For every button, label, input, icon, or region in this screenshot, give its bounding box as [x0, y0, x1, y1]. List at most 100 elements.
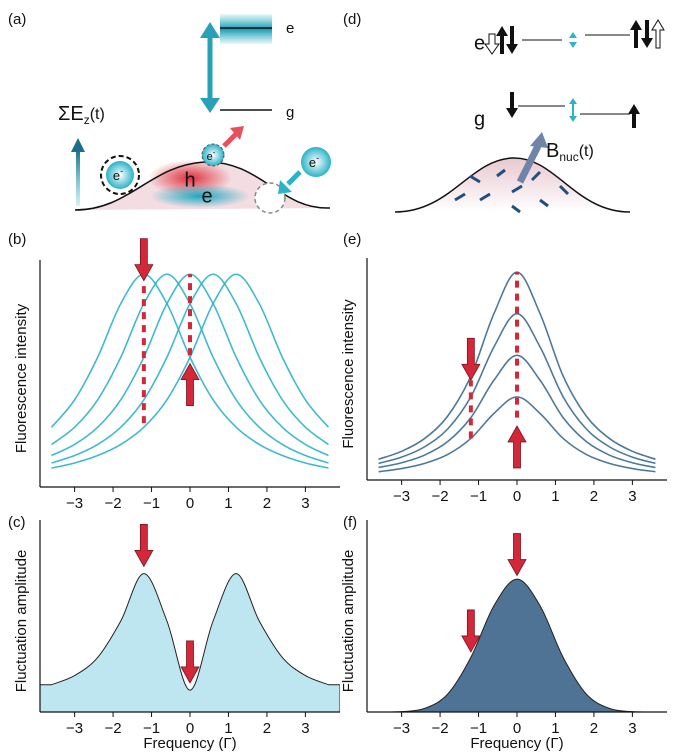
arrow-head [200, 22, 220, 38]
arrow-head [200, 98, 220, 113]
hole-label: h [184, 169, 195, 191]
spin [496, 168, 506, 178]
chart: −3 −2 −1 0 1 2 3 Fluctuation amplitude Frequency… [340, 520, 667, 752]
x-tick-label: −2 [105, 720, 122, 737]
plot-area [378, 271, 656, 473]
x-tick-label: 0 [186, 720, 194, 737]
charge-symbol: e [113, 168, 120, 183]
x-tick-label: −2 [432, 720, 449, 737]
charge-label: e- [207, 148, 216, 163]
field-label: ΣEz(t) [58, 103, 105, 127]
dot-profile [394, 157, 631, 213]
panel-label: (d) [343, 11, 361, 28]
arrow-head [71, 138, 85, 152]
x-tick-label: 1 [551, 720, 559, 737]
area [367, 578, 667, 712]
plot-area [367, 578, 667, 712]
x-tick-label: −1 [143, 495, 160, 512]
x-tick-label: 0 [513, 488, 521, 505]
electron-label: e [201, 185, 212, 207]
spin-arrow [506, 92, 518, 118]
splitting-arrow [569, 32, 577, 38]
trap-empty [100, 155, 140, 195]
arrow-head [278, 180, 292, 194]
curve [378, 396, 656, 473]
arrow-head [230, 126, 244, 140]
field-arrow [516, 144, 542, 184]
spin [539, 198, 549, 208]
upper-level-band [220, 14, 272, 44]
charge [201, 143, 225, 167]
arrow [134, 524, 154, 568]
area [40, 573, 340, 712]
spin [469, 174, 481, 184]
arrow [180, 640, 200, 684]
charge [106, 161, 134, 189]
curve [378, 312, 656, 465]
arrow [461, 609, 481, 653]
charge-superscript: - [316, 153, 319, 163]
field-arrow [76, 150, 80, 206]
x-tick-label: 3 [301, 720, 309, 737]
spin-arrow [496, 26, 508, 54]
y-axis-label: Fluorescence intensity [13, 303, 30, 453]
field-symbol: ΣE [58, 103, 84, 125]
chart: −3 −2 −1 0 1 2 3 Fluctuation amplitude Frequency… [13, 520, 340, 752]
x-tick-label: −3 [393, 488, 410, 505]
panel-label: (f) [343, 514, 357, 531]
field-subscript: z [84, 113, 90, 127]
x-tick-label: 2 [263, 720, 271, 737]
x-tick-label: −2 [105, 495, 122, 512]
charge-superscript: - [120, 166, 123, 176]
x-tick-label: 3 [628, 488, 636, 505]
spin [511, 184, 523, 194]
x-tick-label: 2 [590, 488, 598, 505]
charge-symbol: e [207, 151, 213, 163]
x-tick-label: −3 [66, 495, 83, 512]
x-tick-label: 2 [590, 720, 598, 737]
electron-cloud [150, 184, 250, 208]
panel-label: (e) [343, 231, 361, 248]
charge [301, 147, 331, 177]
spin-arrow [641, 20, 653, 48]
y-axis-label: Fluctuation amplitude [13, 550, 30, 693]
x-tick-label: −3 [393, 720, 410, 737]
dot-fill [395, 157, 630, 212]
plot-area [40, 573, 340, 712]
spin [479, 192, 491, 202]
x-tick-label: −1 [470, 720, 487, 737]
arrow-head [569, 98, 577, 104]
escape-arrow [222, 132, 238, 148]
x-tick-label: 0 [186, 495, 194, 512]
spin [558, 184, 570, 196]
arrow [507, 533, 527, 577]
charge-superscript: - [213, 148, 216, 157]
x-tick-label: −1 [143, 720, 160, 737]
spin-arrow [651, 19, 665, 49]
arrow-head [569, 116, 577, 122]
charge-label: e- [309, 153, 319, 170]
nuclear-spins [454, 168, 570, 214]
charge-symbol: e [309, 155, 316, 170]
spin-arrow [630, 20, 642, 48]
x-tick-label: 3 [628, 720, 636, 737]
x-tick-label: 0 [513, 720, 521, 737]
diagram-d: e g Bnuc(t) [394, 19, 665, 214]
x-tick-label: −3 [66, 720, 83, 737]
x-tick-label: 1 [224, 495, 232, 512]
y-axis-label: Fluctuation amplitude [340, 550, 357, 693]
spin-arrow [506, 26, 518, 54]
field-suffix: (t) [90, 106, 105, 123]
x-tick-label: −2 [432, 488, 449, 505]
capture-arrow [286, 170, 302, 186]
curve [51, 273, 329, 464]
x-tick-label: 2 [263, 495, 271, 512]
y-axis-label: Fluorescence intensity [340, 299, 357, 449]
arrow [507, 425, 527, 469]
chart: −3 −2 −1 0 1 2 3 Fluorescence intensity [13, 238, 340, 512]
spin [530, 170, 542, 182]
arrow [180, 362, 200, 407]
charge-label: e- [113, 166, 123, 183]
splitting-arrow [569, 42, 577, 48]
diagram-a: e g ΣEz(t) h e e- e- e- [58, 14, 331, 214]
